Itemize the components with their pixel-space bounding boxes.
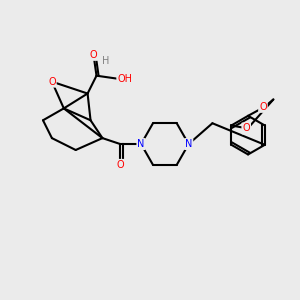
Text: N: N [137, 139, 145, 149]
Text: H: H [102, 56, 109, 66]
Text: O: O [116, 160, 124, 170]
Text: O: O [259, 102, 267, 112]
Text: N: N [185, 139, 192, 149]
Text: O: O [90, 50, 97, 60]
Text: O: O [48, 76, 56, 87]
Text: O: O [242, 124, 250, 134]
Text: OH: OH [117, 74, 132, 84]
